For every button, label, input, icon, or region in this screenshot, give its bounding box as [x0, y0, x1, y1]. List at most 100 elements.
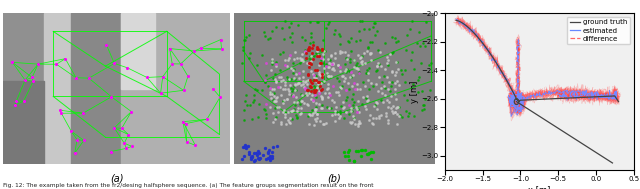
- Point: [424, 64, 435, 67]
- Point: [338, 101, 348, 104]
- Point: [363, 99, 373, 102]
- Point: [343, 53, 353, 57]
- Point: [315, 74, 325, 77]
- Point: [266, 105, 276, 108]
- Point: [325, 94, 335, 97]
- Point: [376, 87, 387, 90]
- Point: [10, 104, 20, 107]
- Point: [354, 29, 364, 32]
- Point: [387, 35, 397, 38]
- Point: [332, 77, 342, 80]
- Point: [164, 47, 175, 50]
- Point: [312, 86, 322, 89]
- Point: [383, 106, 393, 109]
- Point: [319, 91, 330, 94]
- Text: (b): (b): [328, 174, 341, 184]
- Point: [276, 121, 286, 124]
- Point: [268, 112, 278, 115]
- Point: [270, 117, 280, 120]
- Point: [420, 98, 431, 101]
- Point: [84, 77, 94, 80]
- Point: [284, 92, 294, 95]
- Point: [382, 56, 392, 59]
- Point: [419, 103, 429, 106]
- Point: [109, 62, 120, 65]
- Point: [319, 66, 329, 69]
- Point: [358, 81, 368, 84]
- Point: [362, 153, 372, 156]
- Point: [346, 50, 356, 53]
- Point: [290, 50, 300, 53]
- Point: [101, 43, 111, 46]
- Point: [383, 63, 393, 66]
- Point: [366, 51, 376, 54]
- Point: [390, 41, 401, 44]
- Point: [190, 144, 200, 147]
- Point: [271, 99, 282, 102]
- Point: [244, 33, 254, 36]
- Point: [321, 63, 331, 66]
- Point: [340, 77, 350, 80]
- Point: [281, 123, 291, 126]
- Point: [409, 67, 419, 70]
- Point: [265, 159, 275, 162]
- Point: [298, 53, 308, 56]
- Point: [355, 88, 365, 91]
- Point: [287, 61, 298, 64]
- Point: [371, 64, 381, 67]
- Point: [311, 108, 321, 111]
- Point: [66, 130, 76, 133]
- Point: [385, 53, 395, 56]
- Point: [246, 156, 257, 159]
- Point: [142, 76, 152, 79]
- Point: [267, 29, 277, 32]
- Point: [313, 48, 323, 51]
- Point: [326, 99, 337, 102]
- Point: [335, 52, 346, 55]
- Point: [278, 38, 289, 41]
- Point: [317, 48, 327, 51]
- Point: [329, 68, 339, 71]
- Bar: [3, 81, 44, 164]
- Point: [353, 71, 364, 74]
- Point: [297, 35, 307, 38]
- Bar: [3, 13, 44, 164]
- Point: [308, 55, 319, 58]
- Point: [380, 68, 390, 71]
- Point: [362, 153, 372, 156]
- Point: [300, 87, 310, 90]
- Point: [323, 58, 333, 61]
- Point: [344, 40, 355, 43]
- Point: [356, 62, 367, 65]
- Point: [349, 159, 359, 162]
- Point: [271, 116, 281, 119]
- Point: [358, 96, 369, 99]
- Point: [352, 61, 362, 64]
- Point: [78, 112, 88, 115]
- Point: [414, 76, 424, 79]
- Point: [237, 61, 247, 64]
- Point: [167, 62, 177, 65]
- Point: [288, 108, 298, 111]
- Point: [348, 92, 358, 95]
- Point: [260, 34, 270, 37]
- Point: [374, 115, 385, 118]
- Point: [367, 151, 378, 154]
- Point: [392, 113, 403, 116]
- Point: [56, 112, 67, 115]
- Point: [381, 114, 392, 117]
- Point: [318, 123, 328, 126]
- Point: [269, 100, 280, 103]
- Point: [238, 45, 248, 48]
- Point: [392, 122, 402, 125]
- Point: [296, 93, 306, 96]
- Point: [372, 69, 382, 72]
- Point: [392, 105, 402, 108]
- Point: [294, 71, 305, 74]
- Point: [344, 158, 354, 161]
- Point: [251, 152, 261, 155]
- Point: [313, 20, 323, 23]
- Point: [317, 97, 328, 100]
- Point: [178, 120, 188, 123]
- Point: [364, 67, 374, 70]
